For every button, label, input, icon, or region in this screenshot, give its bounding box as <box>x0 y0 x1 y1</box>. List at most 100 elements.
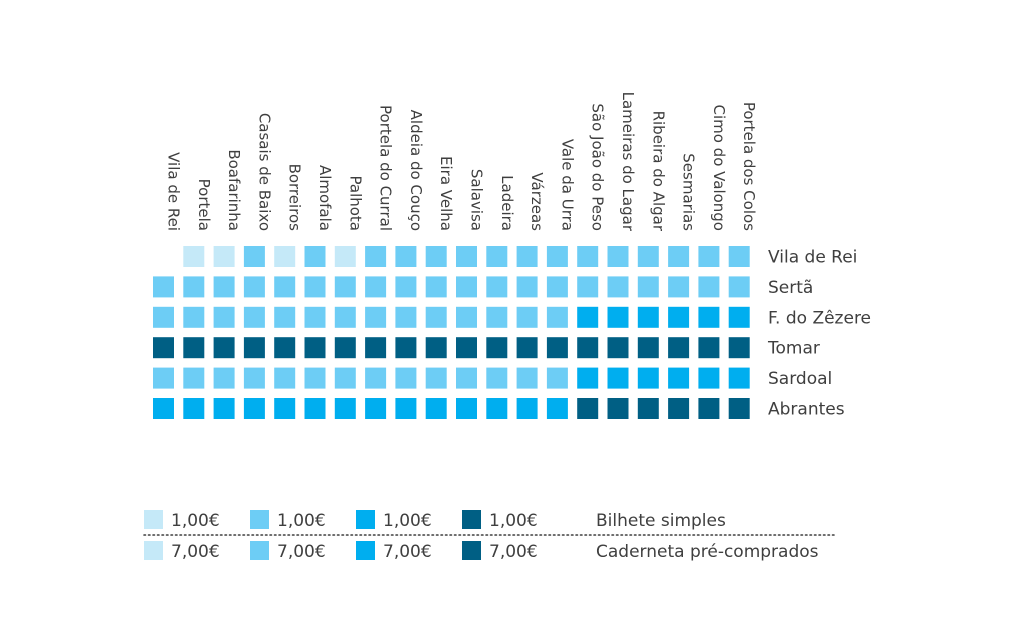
legend-price: 7,00€ <box>171 542 220 562</box>
fare-cell <box>728 337 750 359</box>
row-label: Sertã <box>768 278 813 298</box>
fare-cell <box>334 246 356 267</box>
fare-cell <box>456 367 477 389</box>
fare-cell <box>153 367 174 389</box>
fare-cell <box>213 337 235 359</box>
fare-cell <box>456 337 477 359</box>
fare-cell <box>183 398 205 419</box>
fare-cell <box>668 367 690 389</box>
column-label: Portela do Curral <box>377 105 395 231</box>
fare-cell <box>153 398 174 419</box>
legend-price: 7,00€ <box>489 542 538 562</box>
row-label: Tomar <box>767 339 820 359</box>
fare-cell <box>304 276 326 298</box>
fare-cell <box>365 246 387 267</box>
fare-cell <box>243 337 265 359</box>
fare-cell <box>516 367 538 389</box>
fare-cell <box>213 276 235 298</box>
fare-cell <box>365 367 387 389</box>
fare-cell <box>395 306 417 328</box>
column-label: Portela <box>195 179 213 231</box>
fare-cell <box>304 367 326 389</box>
fare-cell <box>607 276 629 298</box>
fare-cell <box>274 246 296 267</box>
fare-cell <box>516 337 538 359</box>
fare-cell <box>607 246 629 267</box>
row-label: Vila de Rei <box>768 248 857 268</box>
column-label: Ladeira <box>498 175 516 231</box>
fare-cell <box>425 246 447 267</box>
fare-cell <box>607 398 629 419</box>
fare-cell <box>334 276 356 298</box>
fare-cell <box>183 337 205 359</box>
column-label: Boafarinha <box>225 149 243 231</box>
column-label: Cimo do Valongo <box>710 104 728 231</box>
fare-cell <box>243 306 265 328</box>
fare-cell <box>607 306 629 328</box>
fare-cell <box>153 306 174 328</box>
fare-cell <box>486 337 508 359</box>
row-label: Abrantes <box>768 400 845 420</box>
fare-cell <box>425 306 447 328</box>
fare-cell <box>486 276 508 298</box>
legend-swatch <box>250 541 269 560</box>
fare-cell <box>334 398 356 419</box>
fare-cell <box>213 398 235 419</box>
legend-swatch <box>144 541 163 560</box>
fare-cell <box>183 306 205 328</box>
fare-cell <box>486 246 508 267</box>
fare-cell <box>365 276 387 298</box>
fare-cell <box>668 306 690 328</box>
column-label: Aldeia do Couço <box>407 110 425 231</box>
legend-price: 1,00€ <box>489 511 538 531</box>
fare-cell <box>546 398 568 419</box>
fare-cell <box>243 398 265 419</box>
fare-cell <box>637 337 659 359</box>
fare-cell <box>395 367 417 389</box>
fare-cell <box>334 306 356 328</box>
fare-cell <box>456 246 477 267</box>
fare-cell <box>728 367 750 389</box>
column-label: São João do Peso <box>589 103 607 231</box>
fare-cell <box>577 337 599 359</box>
fare-cell <box>213 246 235 267</box>
fare-cell <box>456 276 477 298</box>
fare-cell <box>577 398 599 419</box>
fare-cell <box>637 306 659 328</box>
column-label: Portela dos Colos <box>740 102 758 231</box>
fare-cell <box>698 276 720 298</box>
column-label: Almofala <box>316 165 334 231</box>
column-label: Lameiras do Lagar <box>619 92 637 232</box>
fare-cell <box>546 367 568 389</box>
fare-cell <box>486 398 508 419</box>
fare-cell <box>395 337 417 359</box>
legend-swatch <box>250 510 269 529</box>
fare-cell <box>334 337 356 359</box>
fare-cell <box>516 276 538 298</box>
legend-price: 1,00€ <box>383 511 432 531</box>
fare-cell <box>577 276 599 298</box>
fare-cell <box>486 367 508 389</box>
fare-cell <box>546 276 568 298</box>
fare-cell <box>668 398 690 419</box>
fare-cell <box>728 306 750 328</box>
fare-cell <box>637 246 659 267</box>
fare-cell <box>728 276 750 298</box>
fare-cell <box>728 398 750 419</box>
fare-cell <box>728 246 750 267</box>
fare-cell <box>274 306 296 328</box>
legend-price: 1,00€ <box>171 511 220 531</box>
fare-cell <box>486 306 508 328</box>
fare-cell <box>304 398 326 419</box>
column-label: Vale da Urra <box>558 139 576 231</box>
fare-cell <box>607 367 629 389</box>
fare-cell <box>243 276 265 298</box>
fare-cell <box>698 337 720 359</box>
fare-cell <box>425 337 447 359</box>
column-label: Salavisa <box>468 169 486 231</box>
fare-cell <box>334 367 356 389</box>
fare-cell <box>577 246 599 267</box>
fare-cell <box>456 398 477 419</box>
fare-cell <box>304 246 326 267</box>
fare-cell <box>274 337 296 359</box>
